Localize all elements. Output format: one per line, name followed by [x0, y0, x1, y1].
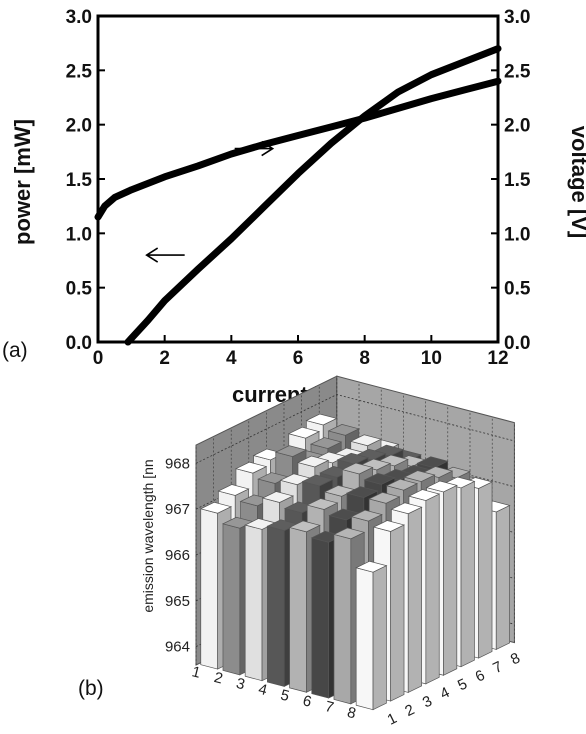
col-tick-label: 1 [385, 710, 400, 729]
x-tick-label: 4 [226, 348, 237, 369]
left-y-tick-label: 2.5 [66, 61, 93, 82]
chart-a-left-y-axis-title: power [mW] [10, 119, 35, 245]
row-tick-label: 1 [190, 663, 202, 682]
col-tick-label: 4 [438, 684, 453, 703]
voltage-curve [94, 77, 502, 221]
z-tick-label: 964 [165, 639, 190, 656]
chart-a-series [94, 45, 502, 346]
col-tick-label: 8 [508, 650, 523, 669]
chart-b-z-axis-title: emission wavelength [nn [140, 459, 156, 612]
left-y-tick-label: 1.0 [66, 224, 92, 245]
chart-a-arrows [145, 140, 275, 263]
arrow-left-icon [145, 247, 185, 263]
col-tick-label: 7 [490, 658, 505, 677]
col-tick-label: 2 [402, 701, 417, 720]
chart-a-x-ticks: 0 2 4 6 8 10 12 [93, 335, 509, 369]
right-y-tick-label: 1.5 [504, 170, 531, 191]
arrow-right-icon [234, 140, 275, 157]
row-tick-label: 4 [257, 681, 269, 700]
x-tick-label: 6 [293, 348, 304, 369]
chart-a-right-y-axis-title: voltage [V] [567, 126, 586, 238]
z-tick-label: 967 [165, 501, 190, 518]
z-tick-label: 965 [165, 593, 190, 610]
right-y-tick-label: 0.0 [504, 333, 530, 354]
chart-b-z-ticks: 964 965 966 967 968 [165, 455, 190, 655]
left-y-tick-label: 0.0 [66, 333, 92, 354]
right-y-tick-label: 1.0 [504, 224, 530, 245]
x-tick-label: 8 [359, 348, 370, 369]
x-tick-label: 10 [421, 348, 442, 369]
chart-a-power-voltage: 0 2 4 6 8 10 12 0.0 0.5 1.0 1.5 2.0 2.5 3.0 0.0 0.5 1.… [2, 7, 586, 407]
row-tick-label: 7 [323, 698, 335, 717]
x-tick-label: 0 [93, 348, 104, 369]
z-tick-label: 968 [165, 455, 190, 472]
chart-b-bars [199, 413, 511, 711]
chart-a-panel-label: (a) [2, 339, 28, 362]
bar-row8-col1 [355, 560, 388, 711]
col-tick-label: 5 [455, 675, 470, 694]
left-y-tick-label: 1.5 [66, 170, 93, 191]
right-y-tick-label: 0.5 [504, 279, 531, 300]
left-y-tick-label: 0.5 [66, 279, 93, 300]
power-curve [124, 45, 502, 346]
x-tick-label: 2 [159, 348, 170, 369]
chart-a-right-y-ticks: 0.0 0.5 1.0 1.5 2.0 2.5 3.0 [491, 7, 531, 354]
left-y-tick-label: 2.0 [66, 116, 92, 137]
row-tick-label: 8 [345, 704, 357, 723]
row-tick-label: 3 [234, 675, 246, 694]
z-tick-label: 966 [165, 547, 190, 564]
chart-a-left-y-ticks: 0.0 0.5 1.0 1.5 2.0 2.5 3.0 [66, 7, 105, 354]
left-y-tick-label: 3.0 [66, 7, 92, 28]
col-tick-label: 3 [420, 693, 435, 712]
right-y-tick-label: 2.5 [504, 61, 531, 82]
row-tick-label: 5 [279, 686, 291, 705]
x-tick-label: 12 [487, 348, 508, 369]
col-tick-label: 6 [473, 667, 488, 686]
right-y-tick-label: 3.0 [504, 7, 530, 28]
row-tick-label: 2 [212, 669, 224, 688]
row-tick-label: 6 [301, 692, 313, 711]
right-y-tick-label: 2.0 [504, 116, 530, 137]
chart-b-panel-label: (b) [78, 677, 104, 700]
